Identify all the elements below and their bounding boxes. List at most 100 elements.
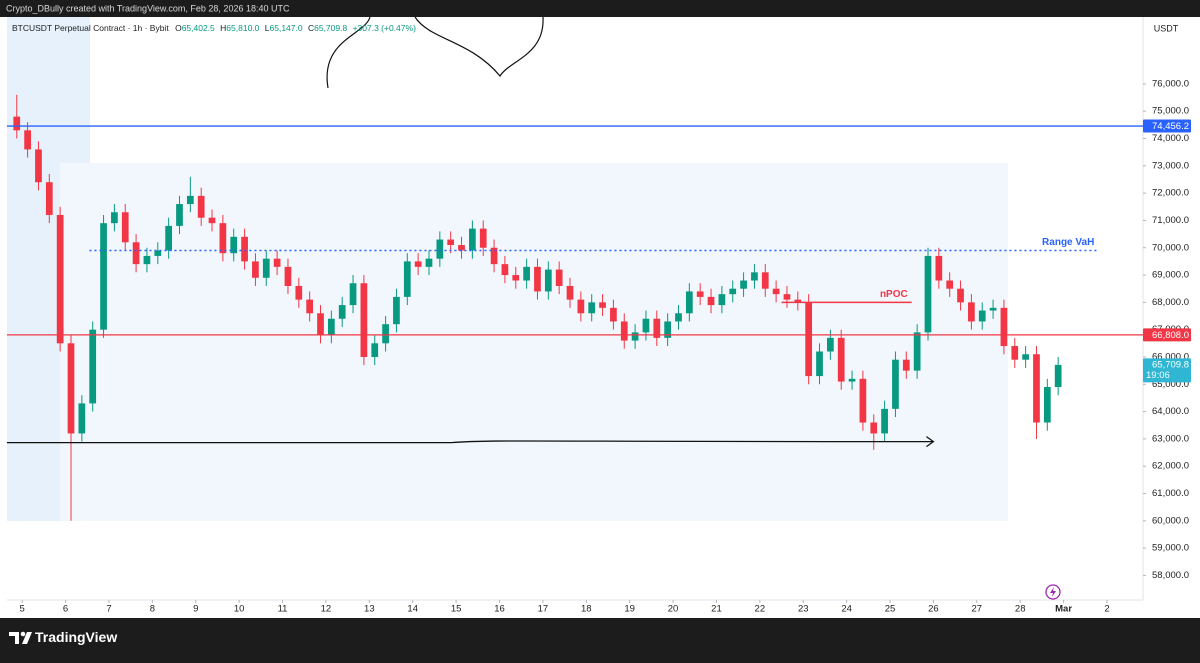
candle-body xyxy=(566,285,574,300)
candle-body xyxy=(610,307,617,322)
candle-body xyxy=(1054,364,1062,388)
y-tick-label: 60,000.0 xyxy=(1152,515,1189,526)
candle-body xyxy=(67,343,75,434)
candle-body xyxy=(414,261,422,267)
candle-body xyxy=(1022,354,1029,360)
candle-body xyxy=(957,288,964,303)
y-tick-label: 64,000.0 xyxy=(1152,406,1189,417)
countdown: 19:06 xyxy=(1146,370,1170,381)
candle-body xyxy=(121,212,129,243)
candle-body xyxy=(295,285,303,300)
candle-body xyxy=(273,258,281,267)
candle-body xyxy=(1000,307,1008,347)
candle-body xyxy=(1043,387,1051,423)
candle-body xyxy=(685,291,693,314)
candle-body xyxy=(154,250,162,256)
candle-body xyxy=(794,299,802,303)
x-tick-label: 27 xyxy=(972,604,983,615)
candle-body xyxy=(490,247,498,265)
value: 65,810.0 xyxy=(226,23,259,33)
candle-body xyxy=(35,149,42,183)
level-label: Range VaH xyxy=(1042,237,1094,248)
y-tick-label: 68,000.0 xyxy=(1152,297,1189,308)
candle-body xyxy=(262,258,270,278)
x-tick-label: 24 xyxy=(841,604,852,615)
currency: USDT xyxy=(1154,23,1179,33)
logo-icon xyxy=(20,631,26,637)
y-tick-label: 59,000.0 xyxy=(1152,543,1189,554)
logo-icon xyxy=(9,632,32,644)
candle-body xyxy=(512,275,520,281)
x-tick-label: 13 xyxy=(364,604,375,615)
candle-body xyxy=(870,422,878,434)
candle-body xyxy=(176,204,183,226)
candle-body xyxy=(186,195,194,205)
label: O xyxy=(175,23,182,33)
candle-body xyxy=(393,296,400,325)
candle-body xyxy=(523,266,530,281)
candle-body xyxy=(772,288,780,295)
y-tick-label: 66,000.0 xyxy=(1152,351,1189,362)
candle-body xyxy=(89,329,97,404)
top-bar xyxy=(0,0,1200,17)
label: H xyxy=(220,23,226,33)
candle-body xyxy=(241,236,248,262)
alert-icon[interactable] xyxy=(1045,584,1061,600)
x-tick-label: 12 xyxy=(321,604,332,615)
arrow-line xyxy=(7,440,934,444)
candle-body xyxy=(729,288,737,295)
bottom-bar xyxy=(0,618,1200,658)
candle-body xyxy=(338,305,346,319)
candle-body xyxy=(143,255,151,265)
candle-body xyxy=(100,223,107,330)
last-price-label: 65,709.8 xyxy=(1152,359,1189,370)
candle-body xyxy=(1011,346,1019,360)
candle-body xyxy=(924,255,932,333)
candle-body xyxy=(718,294,726,306)
drawing xyxy=(414,16,544,78)
candle-body xyxy=(436,239,444,259)
credit: Crypto_DBully created with TradingView.c… xyxy=(6,3,290,13)
x-tick-label: 10 xyxy=(234,604,245,615)
x-tick-label: 26 xyxy=(928,604,939,615)
x-tick-label: 8 xyxy=(150,604,155,615)
y-tick-label: 73,000.0 xyxy=(1152,160,1189,171)
candle-body xyxy=(165,225,172,251)
candle-body xyxy=(588,302,596,314)
x-tick-label: 16 xyxy=(494,604,505,615)
alert-icon-bolt xyxy=(1050,587,1056,597)
candle-body xyxy=(881,408,888,434)
candle-body xyxy=(458,245,465,251)
candle-body xyxy=(111,212,118,224)
candle-body xyxy=(219,223,227,254)
x-tick-label: 7 xyxy=(106,604,111,615)
x-tick-label: 11 xyxy=(278,604,288,615)
x-tick-label: 25 xyxy=(885,604,896,615)
x-tick-label: 23 xyxy=(798,604,809,615)
candle-body xyxy=(78,403,86,434)
candle-body xyxy=(479,228,487,248)
legend-text: BTCUSDT Perpetual Contract · 1h · Bybit … xyxy=(12,23,416,33)
candle-body xyxy=(371,343,379,357)
y-tick-label: 74,000.0 xyxy=(1152,133,1189,144)
candle-body xyxy=(284,266,292,286)
candle-body xyxy=(848,378,856,382)
candle-body xyxy=(783,294,791,300)
candle-body xyxy=(555,269,563,286)
x-tick-label: 2 xyxy=(1104,604,1109,615)
legend: BTCUSDT Perpetual Contract · 1h · Bybit … xyxy=(12,23,416,33)
price-label: 74,456.2 xyxy=(1152,121,1189,132)
candle-body xyxy=(425,258,433,267)
candle-body xyxy=(1033,354,1040,423)
candle-body xyxy=(544,269,552,292)
y-tick-label: 65,000.0 xyxy=(1152,379,1189,390)
y-tick-label: 76,000.0 xyxy=(1152,78,1189,89)
candle-body xyxy=(859,378,867,423)
last-price-bg xyxy=(1143,358,1191,383)
candle-body xyxy=(447,239,455,246)
y-tick-label: 58,000.0 xyxy=(1152,570,1189,581)
candle-body xyxy=(252,261,259,278)
candle-body xyxy=(740,280,747,289)
candle-body xyxy=(349,283,357,306)
y-tick-label: 72,000.0 xyxy=(1152,188,1189,199)
